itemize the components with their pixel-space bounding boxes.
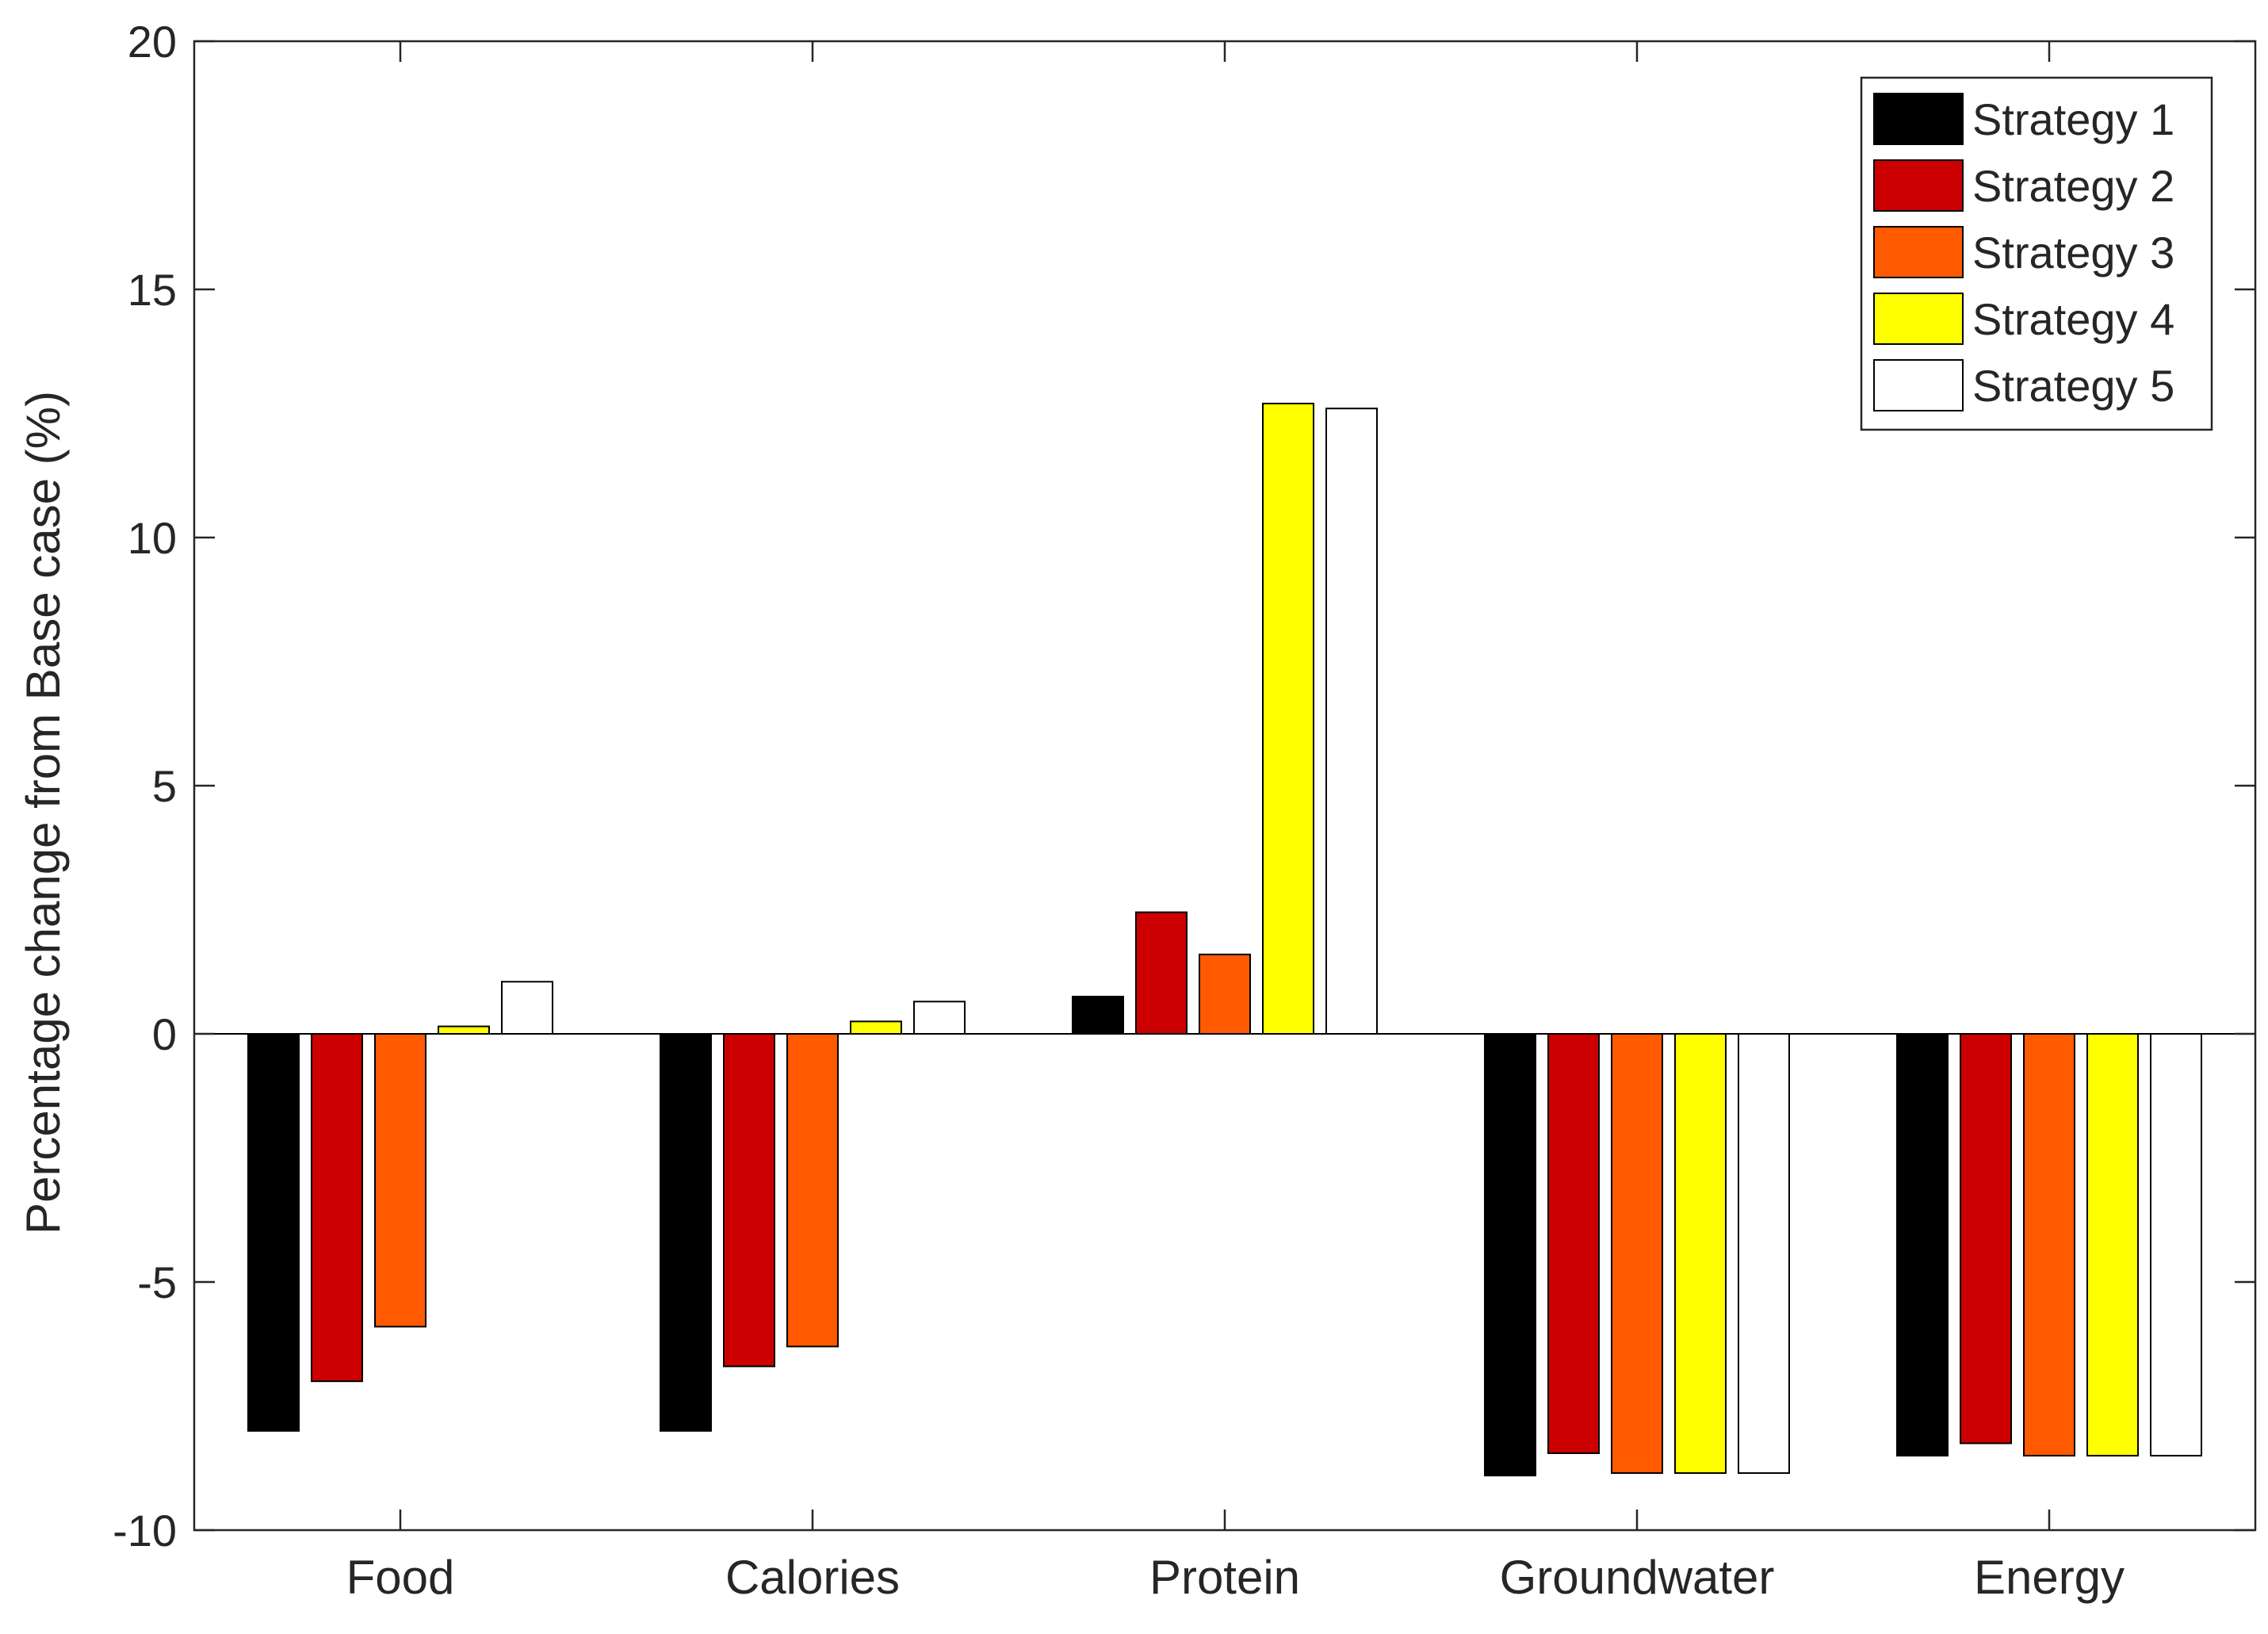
bar-strategy-2-groundwater <box>1547 1033 1600 1454</box>
legend-swatch-strategy-3 <box>1873 226 1964 278</box>
bar-strategy-3-protein <box>1199 953 1251 1035</box>
y-tick-label: 15 <box>128 265 177 315</box>
bar-strategy-1-energy <box>1896 1033 1949 1457</box>
bar-strategy-3-food <box>374 1033 426 1328</box>
y-tick-label: 5 <box>152 761 177 811</box>
legend-swatch-strategy-2 <box>1873 159 1964 212</box>
bar-strategy-5-calories <box>913 1001 966 1035</box>
bars-layer <box>247 402 2202 1477</box>
legend-swatch-strategy-1 <box>1873 93 1964 145</box>
bar-strategy-4-energy <box>2086 1033 2139 1457</box>
legend-label-strategy-2: Strategy 2 <box>1972 161 2174 211</box>
y-tick-label: 10 <box>128 513 177 563</box>
bar-strategy-4-calories <box>850 1020 902 1035</box>
y-tick-label: -10 <box>113 1506 177 1556</box>
legend-label-strategy-1: Strategy 1 <box>1972 94 2174 144</box>
bar-strategy-1-groundwater <box>1484 1033 1536 1477</box>
bar-strategy-3-energy <box>2023 1033 2075 1457</box>
y-tick-label: 20 <box>128 17 177 67</box>
bar-strategy-4-food <box>438 1025 490 1035</box>
y-tick-label: -5 <box>137 1257 177 1307</box>
legend: Strategy 1 Strategy 2 Strategy 3 Strategy 4… <box>1860 76 2213 431</box>
legend-label-strategy-3: Strategy 3 <box>1972 228 2174 277</box>
y-axis-label: Percentage change from Base case (%) <box>17 391 70 1234</box>
bar-strategy-2-energy <box>1960 1033 2012 1445</box>
bar-strategy-1-food <box>247 1033 300 1432</box>
legend-swatch-strategy-5 <box>1873 359 1964 411</box>
legend-swatch-strategy-4 <box>1873 293 1964 345</box>
bar-strategy-1-protein <box>1072 996 1124 1035</box>
x-tick-label-food: Food <box>346 1551 455 1604</box>
bar-strategy-2-food <box>311 1033 363 1383</box>
bar-strategy-1-calories <box>660 1033 712 1432</box>
bar-strategy-4-protein <box>1262 402 1314 1035</box>
bar-strategy-3-calories <box>786 1033 839 1348</box>
bar-strategy-5-protein <box>1325 408 1378 1035</box>
x-tick-label-protein: Protein <box>1149 1551 1300 1604</box>
bar-strategy-5-energy <box>2150 1033 2202 1457</box>
x-tick-label-groundwater: Groundwater <box>1500 1551 1775 1604</box>
ticks-layer: -10 -5 0 5 10 15 20 Food Calories Protein Groundwa… <box>113 17 2255 1604</box>
legend-label-strategy-4: Strategy 4 <box>1972 294 2174 344</box>
bar-strategy-5-food <box>501 981 553 1035</box>
bar-strategy-2-protein <box>1135 911 1188 1035</box>
x-tick-label-energy: Energy <box>1974 1551 2125 1604</box>
bar-strategy-2-calories <box>723 1033 775 1368</box>
legend-label-strategy-5: Strategy 5 <box>1972 361 2174 411</box>
bar-strategy-4-groundwater <box>1674 1033 1727 1475</box>
x-tick-label-calories: Calories <box>725 1551 900 1604</box>
bar-strategy-3-groundwater <box>1611 1033 1663 1475</box>
y-tick-label: 0 <box>152 1009 177 1059</box>
bar-strategy-5-groundwater <box>1738 1033 1790 1475</box>
